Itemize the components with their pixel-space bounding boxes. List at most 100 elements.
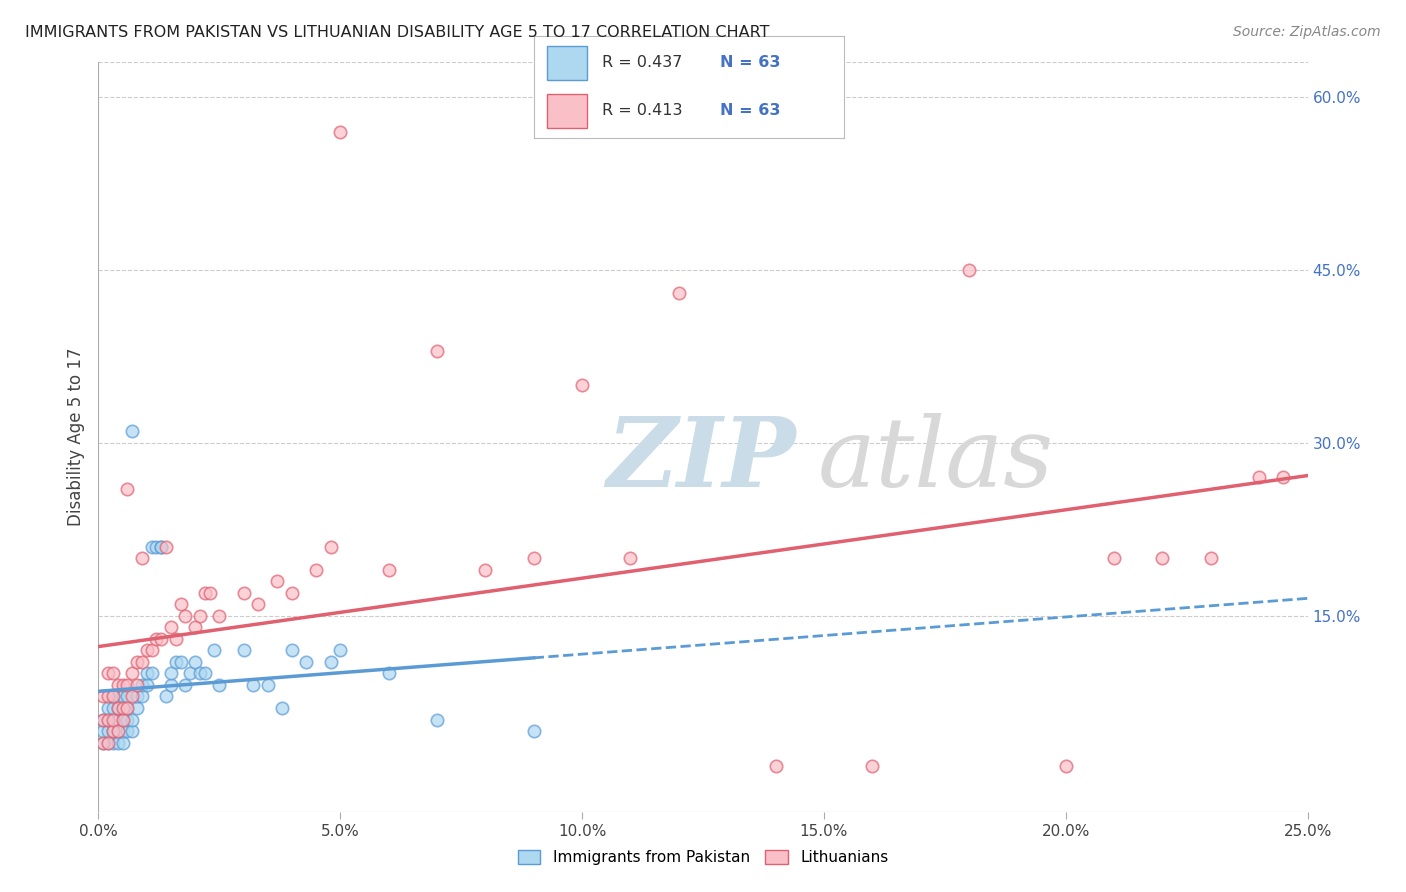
Point — [141, 666, 163, 681]
Point — [101, 724, 124, 739]
Point — [121, 690, 143, 704]
Text: IMMIGRANTS FROM PAKISTAN VS LITHUANIAN DISABILITY AGE 5 TO 17 CORRELATION CHART: IMMIGRANTS FROM PAKISTAN VS LITHUANIAN D… — [25, 25, 770, 40]
Point — [111, 724, 134, 739]
Point — [329, 125, 352, 139]
Point — [131, 678, 153, 692]
Point — [127, 678, 149, 692]
Legend: Immigrants from Pakistan, Lithuanians: Immigrants from Pakistan, Lithuanians — [512, 844, 894, 871]
Point — [160, 678, 183, 692]
Text: R = 0.413: R = 0.413 — [602, 103, 683, 118]
Point — [107, 701, 129, 715]
Point — [91, 735, 114, 749]
Point — [174, 608, 197, 623]
Point — [271, 701, 294, 715]
Point — [117, 701, 139, 715]
Point — [169, 655, 191, 669]
Point — [107, 713, 129, 727]
Point — [131, 655, 153, 669]
Point — [150, 632, 173, 646]
Point — [101, 713, 124, 727]
Point — [377, 666, 399, 681]
Point — [131, 551, 153, 566]
Point — [150, 540, 173, 554]
Point — [117, 713, 139, 727]
Point — [97, 724, 120, 739]
Point — [107, 724, 129, 739]
Point — [208, 678, 231, 692]
Point — [160, 620, 183, 634]
Point — [169, 597, 191, 611]
Point — [668, 285, 690, 300]
Point — [184, 620, 207, 634]
Point — [111, 690, 134, 704]
Point — [97, 735, 120, 749]
Point — [1272, 470, 1295, 484]
Point — [101, 701, 124, 715]
Point — [127, 701, 149, 715]
Point — [117, 701, 139, 715]
Point — [165, 632, 187, 646]
Point — [155, 690, 177, 704]
Point — [97, 690, 120, 704]
Text: Source: ZipAtlas.com: Source: ZipAtlas.com — [1233, 25, 1381, 39]
Text: N = 63: N = 63 — [720, 54, 780, 70]
Point — [121, 713, 143, 727]
Point — [145, 540, 167, 554]
Point — [1152, 551, 1174, 566]
Point — [571, 378, 593, 392]
Point — [232, 585, 254, 599]
FancyBboxPatch shape — [547, 95, 586, 128]
Point — [107, 724, 129, 739]
Point — [179, 666, 201, 681]
Point — [295, 655, 318, 669]
Point — [266, 574, 288, 589]
Point — [174, 678, 197, 692]
Point — [127, 690, 149, 704]
Point — [860, 758, 883, 772]
Point — [474, 563, 496, 577]
Point — [188, 666, 211, 681]
Point — [97, 735, 120, 749]
Y-axis label: Disability Age 5 to 17: Disability Age 5 to 17 — [66, 348, 84, 526]
Point — [101, 690, 124, 704]
Point — [111, 713, 134, 727]
FancyBboxPatch shape — [547, 46, 586, 79]
Point — [101, 713, 124, 727]
Point — [107, 678, 129, 692]
Point — [619, 551, 641, 566]
Text: atlas: atlas — [818, 413, 1054, 507]
Point — [145, 632, 167, 646]
Point — [319, 540, 342, 554]
Point — [957, 263, 980, 277]
Point — [127, 655, 149, 669]
Point — [150, 540, 173, 554]
Point — [160, 666, 183, 681]
Point — [377, 563, 399, 577]
Point — [97, 701, 120, 715]
Point — [1249, 470, 1271, 484]
Point — [1102, 551, 1125, 566]
Point — [281, 585, 304, 599]
Point — [101, 666, 124, 681]
Point — [117, 690, 139, 704]
Point — [117, 724, 139, 739]
Point — [121, 724, 143, 739]
Point — [107, 735, 129, 749]
Point — [111, 735, 134, 749]
Point — [305, 563, 328, 577]
Point — [101, 724, 124, 739]
Point — [111, 701, 134, 715]
Point — [247, 597, 270, 611]
Point — [1199, 551, 1222, 566]
Point — [165, 655, 187, 669]
Point — [101, 690, 124, 704]
Point — [141, 643, 163, 657]
Point — [121, 666, 143, 681]
Point — [107, 701, 129, 715]
Point — [121, 425, 143, 439]
Text: N = 63: N = 63 — [720, 103, 780, 118]
Point — [194, 585, 217, 599]
Point — [329, 643, 352, 657]
Point — [523, 724, 546, 739]
Point — [242, 678, 264, 692]
